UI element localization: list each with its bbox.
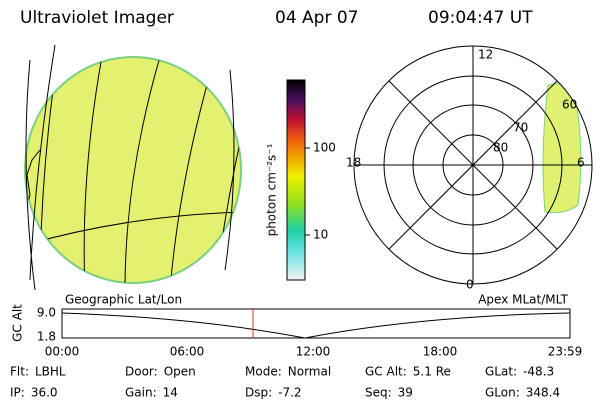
polar-label: 6	[577, 156, 585, 170]
colorbar	[286, 79, 306, 281]
status-label: Dsp:	[245, 386, 272, 400]
polar-plot: 12 18 6 0 60 70 80	[346, 45, 593, 292]
polar-label: 80	[493, 141, 508, 155]
time: 09:04:47 UT	[428, 8, 533, 28]
status-label: IP:	[10, 386, 25, 400]
polar-label: 70	[513, 121, 528, 135]
y-tick-label: 1.8	[37, 330, 56, 344]
x-tick-label: 12:00	[296, 345, 331, 359]
earth-image	[24, 44, 242, 291]
status-label: GLat:	[485, 365, 517, 379]
status-value: 36.0	[31, 386, 58, 400]
status-value: 14	[163, 386, 178, 400]
x-tick-label: 00:00	[45, 345, 80, 359]
status-value: -48.3	[523, 365, 554, 379]
status-label: Flt:	[10, 365, 29, 379]
status-label: GC Alt:	[365, 365, 407, 379]
status-label: Door:	[125, 365, 158, 379]
status-label: Gain:	[125, 386, 157, 400]
timeline-plot	[61, 308, 571, 339]
colorbar-label: photon cm⁻²s⁻¹	[265, 143, 279, 236]
timeline-left-title: Geographic Lat/Lon	[65, 293, 182, 307]
colorbar-tick-label: 100	[313, 141, 336, 155]
status-label: Mode:	[245, 365, 282, 379]
x-tick-label: 18:00	[423, 345, 458, 359]
status-value: Normal	[288, 365, 331, 379]
status-value: LBHL	[35, 365, 66, 379]
polar-label: 60	[562, 98, 577, 112]
status-value: Open	[164, 365, 196, 379]
status-value: 5.1 Re	[413, 365, 451, 379]
timeline-right-title: Apex MLat/MLT	[478, 293, 568, 307]
status-panel: Flt: LBHL Door: Open Mode: Normal GC Alt: 5.1 R…	[10, 365, 560, 400]
polar-label: 12	[478, 48, 493, 62]
status-label: Seq:	[365, 386, 392, 400]
colorbar-tick-label: 10	[313, 228, 328, 242]
x-tick-label: 06:00	[170, 345, 205, 359]
polar-label: 18	[346, 156, 361, 170]
status-label: GLon:	[485, 386, 520, 400]
status-value: -7.2	[278, 386, 301, 400]
status-value: 348.4	[526, 386, 560, 400]
y-tick-label: 9.0	[37, 306, 56, 320]
polar-label: 0	[466, 278, 474, 292]
y-axis-label: GC Alt	[11, 304, 25, 342]
title: Ultraviolet Imager	[20, 8, 174, 28]
status-value: 39	[398, 386, 413, 400]
x-tick-label: 23:59	[548, 345, 583, 359]
date: 04 Apr 07	[275, 8, 358, 28]
